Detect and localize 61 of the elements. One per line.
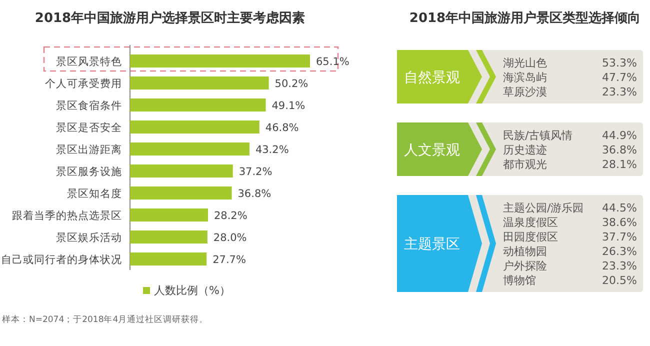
text: 28.1% [602,158,637,171]
data-label: 46.8% [265,122,299,134]
bar [130,54,310,68]
chart-title: 2018年中国旅游用户选择景区时主要考虑因素 [34,10,306,26]
text: 20.5% [602,274,637,287]
data-label: 28.0% [213,232,247,244]
text: 53.3% [602,56,637,70]
text: 23.3% [602,259,637,272]
text: 都市观光 [503,158,547,171]
y-tick-label: 景区娱乐活动 [56,231,122,244]
text: 主题公园/游乐园 [503,201,584,214]
data-label: 27.7% [212,254,246,266]
data-label: 43.2% [255,144,289,156]
y-tick-label: 景区是否安全 [56,121,122,134]
data-label: 49.1% [272,100,306,112]
text: 湖光山色 [503,56,547,70]
y-tick-label: 景区风景特色 [56,56,122,68]
y-tick-label: 跟着当季的热点选景区 [12,209,122,222]
text: 47.7% [602,70,637,84]
data-label: 36.8% [238,188,272,200]
text: 44.9% [602,128,637,142]
text: 温泉度假区 [503,216,558,229]
y-tick-label: 个人可承受费用 [45,77,122,90]
text: 自然景观 [404,70,460,86]
bar [130,142,250,156]
text: 草原沙漠 [503,85,547,98]
bar [130,252,207,266]
text: 样本：N=2074；于2018年4月通过社区调研获得。 [2,314,208,325]
text: 44.5% [602,201,637,214]
data-label: 28.2% [214,210,248,222]
text: 38.6% [602,216,637,229]
text: 2018年中国旅游用户景区类型选择倾向 [409,10,641,26]
bar [130,164,233,178]
y-tick-label: 景区食宿条件 [56,99,122,112]
text: 主题景区 [404,236,460,252]
text: 田园度假区 [503,230,558,244]
text: 历史遗迹 [503,143,547,156]
y-tick-label: 自己或同行者的身体状况 [1,253,122,266]
bar [130,208,208,222]
data-label: 37.2% [238,166,272,178]
bar [130,76,269,90]
y-tick-label: 景区知名度 [67,187,122,200]
text: 博物馆 [503,274,536,287]
y-tick-label: 景区出游距离 [56,143,122,156]
data-label: 50.2% [274,78,308,90]
data-label: 65.1% [316,56,350,68]
legend-label: 人数比例（%） [154,284,230,297]
text: 26.3% [602,244,637,258]
text: 人文景观 [404,142,460,158]
bar [130,120,260,134]
text: 户外探险 [503,259,547,272]
text: 民族/古镇风情 [503,128,573,142]
y-tick-label: 景区服务设施 [56,165,122,178]
text: 海滨岛屿 [503,70,547,84]
text: 36.8% [602,143,637,156]
bar [130,98,266,112]
bar [130,186,232,200]
text: 动植物园 [503,244,547,258]
bar [130,230,208,244]
text: 23.3% [602,85,637,98]
text: 37.7% [602,230,637,244]
